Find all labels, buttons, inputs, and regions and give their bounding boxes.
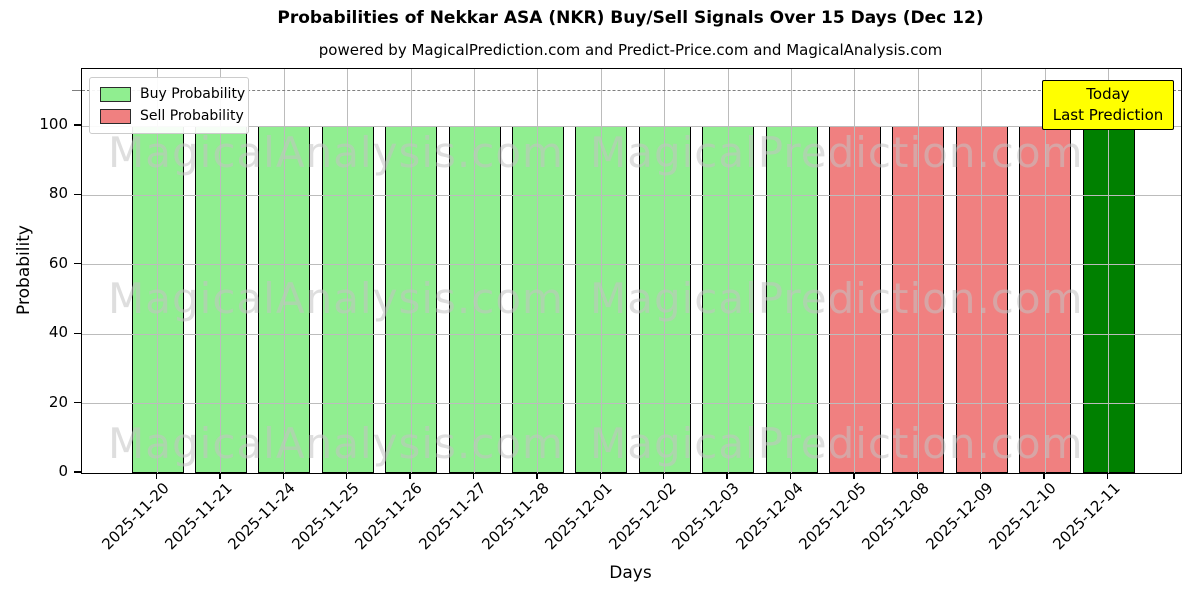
gridline-vertical bbox=[727, 69, 729, 473]
x-tick bbox=[472, 473, 475, 479]
x-tick bbox=[789, 473, 792, 479]
x-tick bbox=[1106, 473, 1109, 479]
x-tick bbox=[219, 473, 221, 479]
x-tick bbox=[1043, 473, 1045, 479]
y-tick-label: 80 bbox=[48, 184, 68, 203]
x-tick bbox=[853, 473, 855, 479]
gridline-vertical bbox=[791, 69, 792, 473]
y-tick-label: 40 bbox=[48, 323, 68, 342]
gridline-vertical bbox=[917, 69, 919, 473]
gridline-vertical bbox=[981, 69, 983, 473]
x-tick bbox=[409, 473, 411, 479]
gridline-vertical bbox=[410, 69, 412, 473]
gridline-vertical bbox=[474, 69, 475, 473]
plot-area: Buy Probability Sell Probability Today L… bbox=[81, 68, 1182, 474]
gridline-horizontal bbox=[82, 125, 1181, 127]
chart-subtitle: powered by MagicalPrediction.com and Pre… bbox=[318, 41, 943, 59]
legend-entry-buy: Buy Probability bbox=[90, 83, 248, 105]
y-tick-label: 100 bbox=[39, 115, 68, 133]
y-tick-label: 20 bbox=[48, 392, 68, 411]
gridline-vertical bbox=[1044, 69, 1046, 473]
today-line-tick bbox=[72, 89, 81, 92]
chart-title: Probabilities of Nekkar ASA (NKR) Buy/Se… bbox=[277, 8, 984, 28]
gridline-vertical bbox=[537, 69, 539, 473]
gridline-horizontal bbox=[82, 194, 1181, 196]
y-tick bbox=[74, 124, 81, 126]
x-tick bbox=[155, 473, 158, 479]
gridline-vertical bbox=[600, 69, 602, 473]
y-tick-label: 60 bbox=[48, 253, 68, 272]
today-dashed-line bbox=[82, 90, 1181, 92]
y-tick bbox=[74, 471, 81, 473]
gridline-vertical bbox=[347, 69, 349, 473]
today-annotation-line1: Today bbox=[1086, 85, 1130, 103]
gridline-vertical bbox=[220, 69, 222, 473]
sell-probability-label: Sell Probability bbox=[140, 108, 244, 124]
x-tick bbox=[663, 473, 665, 479]
gridline-horizontal bbox=[82, 333, 1181, 335]
gridline-vertical bbox=[157, 69, 158, 473]
gridline-vertical bbox=[283, 69, 285, 473]
y-tick bbox=[74, 193, 81, 196]
x-tick bbox=[599, 473, 601, 479]
legend-entry-sell: Sell Probability bbox=[90, 105, 248, 127]
gridline-vertical bbox=[1108, 69, 1109, 473]
x-tick bbox=[916, 473, 918, 479]
y-tick bbox=[74, 332, 81, 334]
x-tick bbox=[282, 473, 284, 479]
x-tick bbox=[726, 473, 728, 479]
gridline-vertical bbox=[854, 69, 856, 473]
sell-probability-swatch bbox=[100, 108, 131, 124]
legend: Buy Probability Sell Probability bbox=[89, 77, 249, 134]
gridline-horizontal bbox=[82, 403, 1181, 405]
y-tick-label: 0 bbox=[58, 462, 68, 480]
x-axis-title: Days bbox=[609, 563, 652, 583]
y-axis-title: Probability bbox=[14, 225, 34, 315]
y-tick bbox=[74, 263, 81, 265]
x-tick bbox=[980, 473, 982, 479]
x-tick bbox=[346, 473, 348, 479]
y-tick bbox=[74, 401, 81, 404]
gridline-vertical bbox=[664, 69, 666, 473]
today-annotation: Today Last Prediction bbox=[1042, 80, 1174, 130]
buy-probability-swatch bbox=[100, 86, 131, 102]
buy-probability-label: Buy Probability bbox=[140, 86, 246, 102]
today-annotation-line2: Last Prediction bbox=[1052, 106, 1164, 124]
gridline-horizontal bbox=[82, 264, 1181, 266]
x-tick bbox=[536, 473, 538, 479]
